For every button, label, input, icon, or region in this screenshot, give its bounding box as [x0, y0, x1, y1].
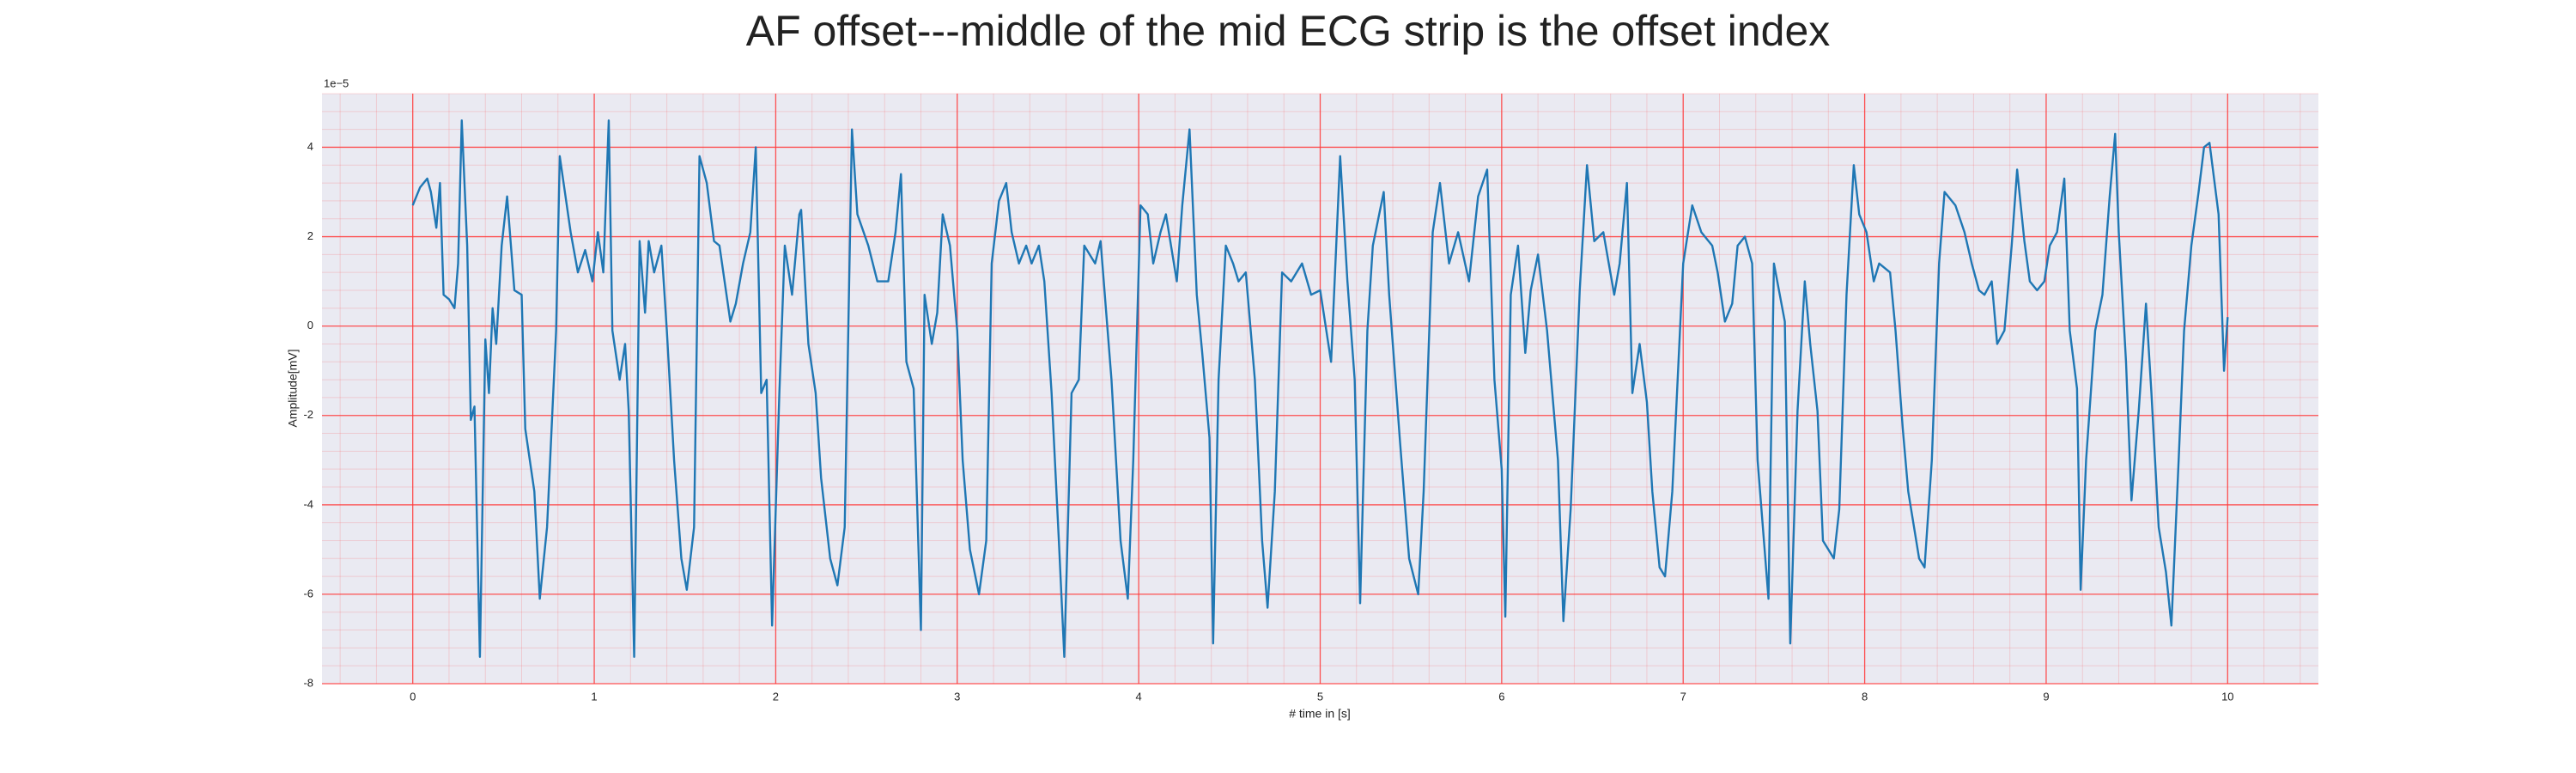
y-tick-label: 4 — [307, 140, 313, 153]
y-offset-label: 1e−5 — [324, 76, 349, 89]
ecg-line — [411, 119, 2229, 658]
x-tick-label: 3 — [954, 690, 960, 703]
x-tick-label: 4 — [1136, 690, 1142, 703]
y-tick-label: -8 — [303, 676, 313, 689]
chart-title: AF offset---middle of the mid ECG strip … — [746, 7, 1831, 55]
x-tick-label: 1 — [591, 690, 597, 703]
x-axis-label: # time in [s] — [1289, 707, 1351, 721]
y-tick-label: 0 — [307, 319, 313, 332]
y-tick-label: -6 — [303, 587, 313, 600]
y-tick-label: -4 — [303, 497, 313, 510]
x-tick-label: 8 — [1862, 690, 1868, 703]
y-tick-label: 2 — [307, 229, 313, 242]
x-tick-label: 7 — [1680, 690, 1686, 703]
x-tick-label: 6 — [1498, 690, 1504, 703]
y-tick-label: -2 — [303, 408, 313, 421]
x-tick-label: 9 — [2043, 690, 2049, 703]
x-tick-label: 0 — [410, 690, 416, 703]
x-tick-label: 5 — [1317, 690, 1323, 703]
grid — [322, 93, 2318, 685]
x-tick-label: 2 — [773, 690, 779, 703]
x-tick-label: 10 — [2221, 690, 2233, 703]
y-axis-label: Amplitude[mV] — [286, 349, 300, 427]
